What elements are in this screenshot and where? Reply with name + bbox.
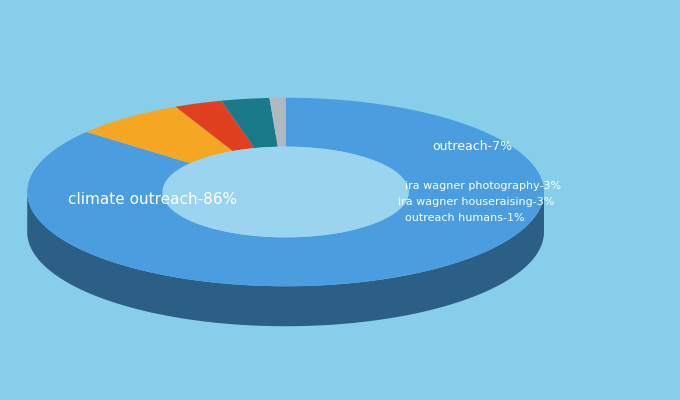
Polygon shape — [221, 98, 278, 149]
Text: climate outreach-86%: climate outreach-86% — [68, 192, 237, 208]
Polygon shape — [269, 98, 286, 148]
Text: ira wagner photography-3%: ira wagner photography-3% — [405, 181, 561, 191]
Polygon shape — [27, 192, 544, 326]
Polygon shape — [27, 98, 544, 286]
Text: outreach-7%: outreach-7% — [432, 140, 512, 152]
Polygon shape — [163, 192, 408, 261]
Polygon shape — [163, 192, 408, 277]
Polygon shape — [175, 101, 255, 152]
Text: ira wagner houseraising-3%: ira wagner houseraising-3% — [398, 197, 554, 207]
Polygon shape — [86, 107, 233, 164]
Polygon shape — [163, 147, 408, 237]
Text: outreach humans-1%: outreach humans-1% — [405, 213, 524, 223]
Polygon shape — [163, 147, 408, 237]
